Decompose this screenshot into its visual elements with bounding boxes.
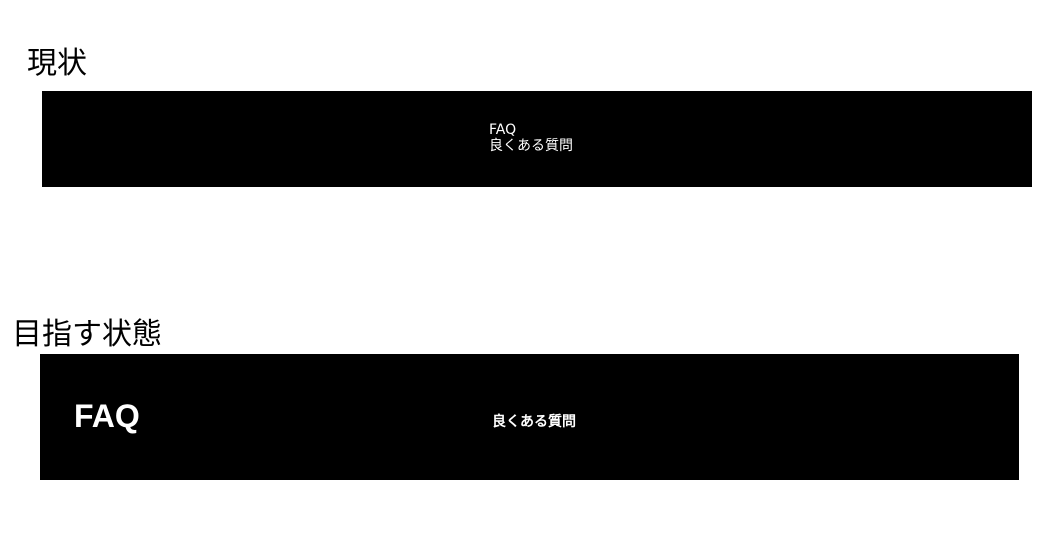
goal-faq-subtitle: 良くある質問: [492, 414, 576, 430]
current-faq-banner: FAQ 良くある質問: [42, 91, 1032, 187]
goal-state-heading: 目指す状態: [12, 317, 162, 352]
current-state-heading: 現状: [27, 46, 87, 81]
current-faq-subtitle: 良くある質問: [489, 138, 573, 154]
goal-faq-title: FAQ: [74, 398, 140, 434]
current-faq-text-block: FAQ 良くある質問: [489, 122, 573, 154]
goal-faq-banner: FAQ 良くある質問: [40, 354, 1019, 480]
current-faq-label: FAQ: [489, 122, 517, 138]
